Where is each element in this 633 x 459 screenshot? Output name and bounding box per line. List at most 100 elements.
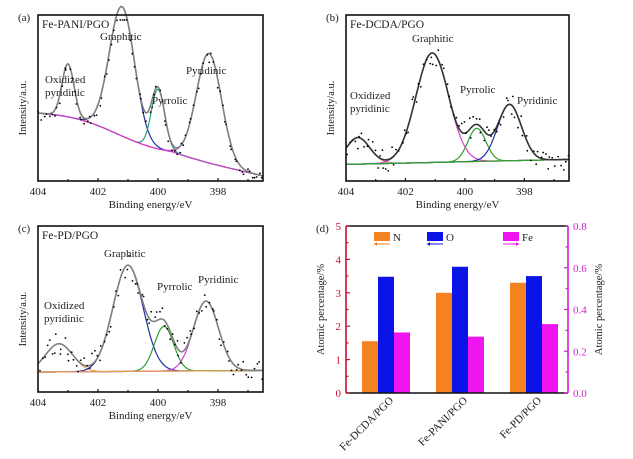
bar-n — [436, 292, 452, 393]
x-tick-label: 398 — [516, 186, 533, 198]
bar-o — [378, 276, 394, 393]
data-point — [106, 333, 108, 336]
data-point — [129, 39, 132, 42]
data-point — [67, 359, 70, 362]
data-point — [468, 117, 471, 120]
data-point — [103, 340, 106, 343]
data-point — [452, 114, 455, 116]
data-point — [99, 359, 101, 362]
peak-label-oxidized-pyridinic: pyridinic — [350, 103, 390, 115]
y-axis-label: Intensity/a.u. — [326, 81, 337, 136]
data-point — [502, 116, 505, 118]
data-point — [112, 29, 115, 32]
data-point — [198, 312, 201, 314]
data-point — [419, 86, 422, 88]
x-tick-label: 404 — [30, 186, 47, 198]
envelope-curve — [37, 5, 264, 177]
x-tick-label: 400 — [150, 186, 167, 198]
data-point — [431, 63, 434, 66]
data-point — [121, 19, 124, 21]
data-point — [182, 144, 185, 147]
data-point — [134, 283, 137, 285]
data-point — [530, 159, 532, 162]
data-point — [479, 131, 482, 134]
left-y-tick-label: 0 — [336, 388, 342, 400]
data-point — [91, 352, 93, 355]
baseline-curve — [37, 112, 264, 177]
data-point — [532, 150, 535, 153]
left-y-tick-label: 4 — [336, 254, 342, 266]
data-point — [164, 124, 167, 126]
data-point — [560, 164, 562, 167]
data-point — [55, 106, 58, 109]
data-point — [142, 295, 145, 298]
data-point — [450, 105, 452, 108]
data-point — [374, 149, 377, 152]
data-point — [212, 310, 215, 312]
data-point — [458, 125, 460, 127]
x-tick-label: Fe-DCDA/PGO — [337, 395, 396, 454]
data-point — [64, 67, 67, 69]
x-tick-label: 402 — [90, 186, 107, 198]
legend-label: N — [393, 232, 401, 244]
data-point — [93, 114, 96, 117]
baseline-curve — [38, 369, 263, 373]
data-point — [54, 115, 56, 117]
data-point — [446, 83, 449, 85]
data-point — [211, 308, 214, 310]
data-point — [259, 172, 261, 175]
data-point — [511, 95, 514, 98]
data-point — [89, 122, 92, 124]
data-point — [154, 316, 157, 318]
data-point — [48, 339, 51, 341]
data-point — [67, 353, 69, 356]
panel-title: Fe-PD/PGO — [42, 230, 98, 242]
data-point — [184, 134, 187, 137]
peak-label-pyridinic: Pyridinic — [517, 95, 557, 107]
data-point — [161, 100, 164, 103]
data-point — [64, 69, 67, 71]
data-point — [366, 145, 369, 148]
data-point — [465, 132, 467, 135]
data-point — [186, 336, 189, 339]
data-point — [166, 328, 169, 330]
plot-frame — [345, 14, 570, 182]
data-point — [250, 376, 253, 379]
legend-swatch-o — [427, 232, 443, 241]
left-y-tick-label: 2 — [336, 321, 342, 333]
data-point — [208, 61, 211, 64]
data-point — [110, 43, 113, 46]
data-point — [356, 147, 359, 150]
data-point — [70, 351, 73, 354]
data-point — [108, 59, 110, 61]
data-point — [154, 85, 157, 88]
data-point — [75, 365, 78, 367]
peak-label-graphitic: Graphitic — [412, 33, 454, 45]
data-point — [99, 104, 102, 107]
data-point — [499, 123, 502, 126]
data-point — [505, 97, 508, 100]
data-point — [51, 113, 54, 116]
data-point — [222, 104, 224, 107]
data-point — [43, 115, 46, 118]
x-tick-label: 398 — [210, 397, 227, 409]
data-point — [495, 130, 498, 133]
data-point — [384, 168, 387, 170]
data-point — [521, 134, 524, 137]
data-point — [517, 126, 519, 129]
x-tick-label: 400 — [457, 186, 474, 198]
data-point — [255, 176, 258, 178]
data-point — [224, 121, 226, 123]
data-point — [510, 113, 513, 115]
bar-n — [510, 282, 526, 393]
data-point — [148, 322, 151, 324]
data-point — [180, 361, 182, 364]
data-point — [45, 113, 48, 115]
data-point — [44, 356, 46, 359]
panel-title: Fe-PANI/PGO — [42, 19, 109, 31]
data-point — [245, 373, 248, 376]
y-axis-label: Intensity/a.u. — [18, 292, 29, 347]
legend-arrow-head-icon — [516, 242, 519, 246]
right-y-axis-label: Atomic percentage/% — [594, 264, 605, 356]
data-point — [220, 344, 222, 347]
